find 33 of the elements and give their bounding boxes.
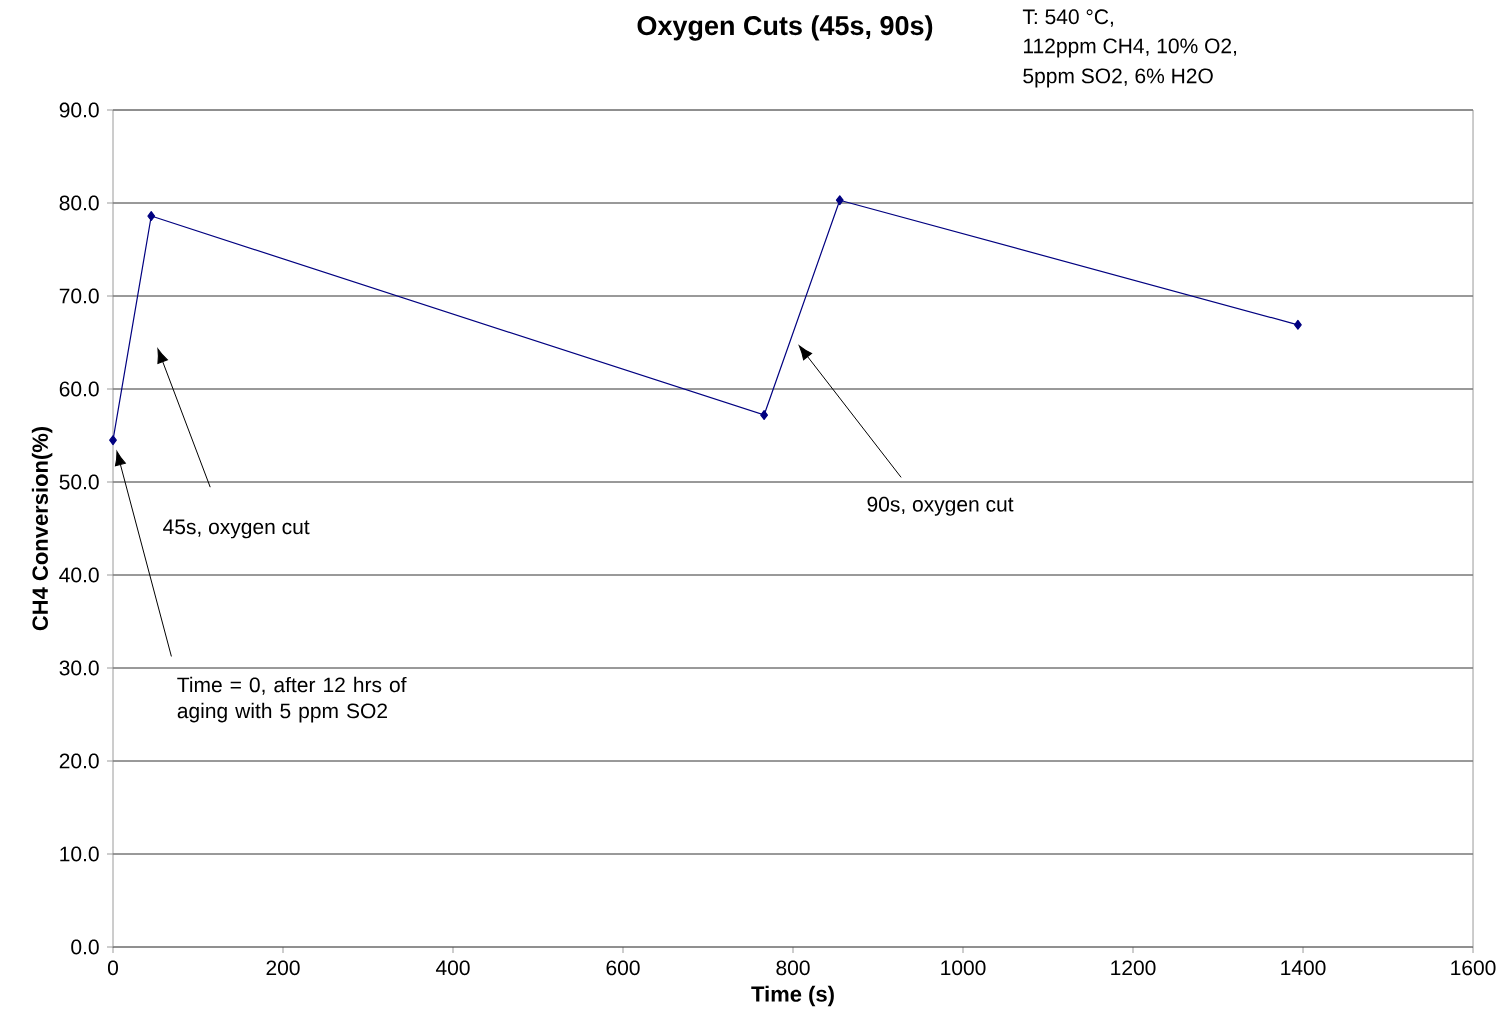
y-tick-label: 0.0 [71,939,99,955]
y-axis-title: CH4 Conversion(%) [31,426,53,631]
point [760,410,769,421]
text: T: 540 °C, [1022,9,1113,27]
x-tick-label: 800 [776,960,810,976]
point [109,435,117,446]
y-tick-label: 70.0 [59,288,99,304]
y-tick-label: 20.0 [59,753,99,769]
x-tick-label: 1400 [1281,960,1326,976]
text: 5ppm SO2, 6% H2O [1023,68,1213,88]
x-tick-label: 400 [435,960,470,976]
x-tick-label: 1000 [941,960,986,976]
annotation: Time = 0, after 12 hrs of aging with 5 ppm SO2 [177,676,407,723]
x-tick-label: 200 [266,960,300,976]
x-axis-title: Time (s) [751,985,834,1007]
chart-title: Oxygen Cuts (45s, 90s) [637,15,933,41]
point [147,211,156,222]
point [835,195,844,206]
y-tick-label: 60.0 [59,381,99,397]
x-tick-label: 600 [606,960,640,976]
x-tick-label: 1200 [1111,960,1156,976]
y-tick-label: 50.0 [59,474,99,490]
x-tick-label: 0 [107,960,118,976]
text: 112ppm CH4, 10% O2, [1024,38,1237,58]
y-tick-label: 90.0 [59,102,99,118]
y-tick-label: 80.0 [59,195,99,211]
y-tick-label: 30.0 [59,660,99,676]
annotation: 45s, oxygen cut [163,519,310,539]
x-tick-label: 1600 [1451,960,1496,976]
y-tick-label: 40.0 [59,567,99,583]
y-tick-label: 10.0 [60,846,99,862]
annotation: 90s, oxygen cut [867,496,1014,516]
point [1294,319,1302,330]
